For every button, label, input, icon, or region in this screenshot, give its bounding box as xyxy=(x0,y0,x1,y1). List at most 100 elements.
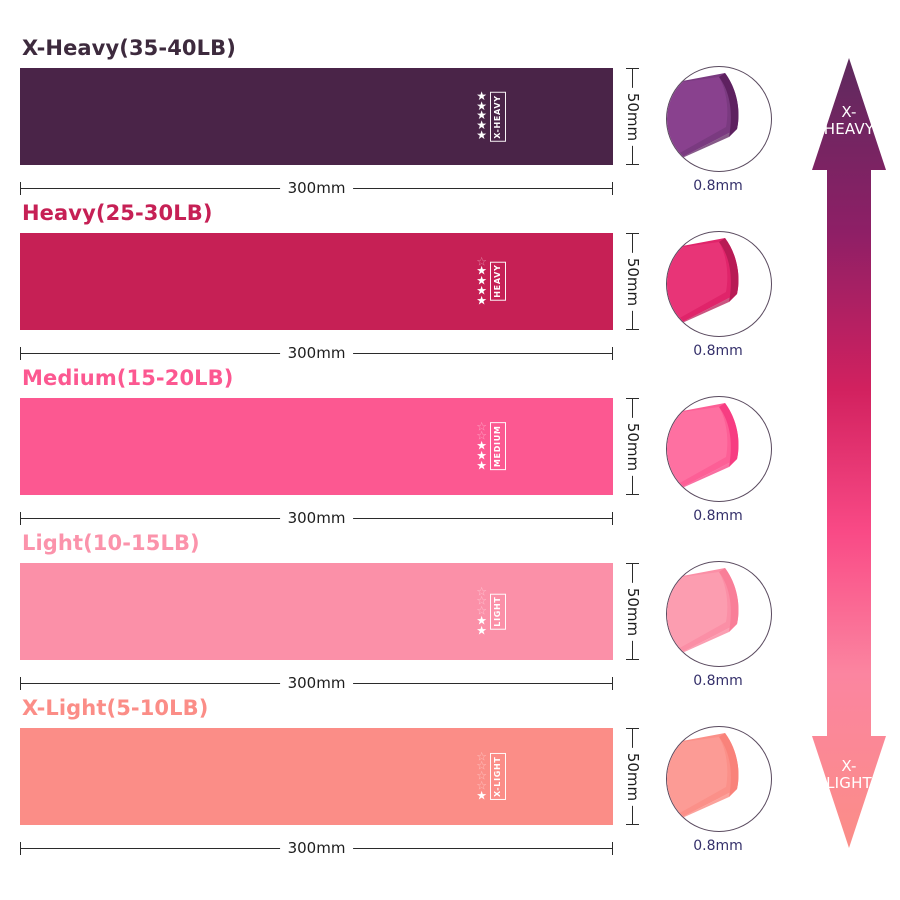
star-filled-icon: ★ xyxy=(476,438,487,453)
star-rating: ☆ ☆ ☆ ☆ ★ xyxy=(476,748,487,801)
band-title: X-Heavy(35-40LB) xyxy=(22,36,236,60)
star-filled-icon: ★ xyxy=(476,98,487,113)
dimension-cap-left xyxy=(20,512,21,525)
star-filled-icon: ★ xyxy=(476,623,487,638)
length-dimension: 300mm xyxy=(20,343,613,363)
star-filled-icon: ★ xyxy=(476,448,487,463)
grade-tag: LIGHT xyxy=(490,593,506,630)
band-title: Medium(15-20LB) xyxy=(22,366,234,390)
dimension-cap-top xyxy=(626,233,639,234)
dimension-cap-left xyxy=(20,677,21,690)
star-rating: ☆ ★ ★ ★ ★ xyxy=(476,253,487,306)
arrow-top-label: X- HEAVY xyxy=(812,104,886,138)
band-strip: ☆ ☆ ☆ ★ ★ LIGHT xyxy=(20,563,613,660)
dimension-cap-bottom xyxy=(626,824,639,825)
band-emblem: ☆ ☆ ☆ ☆ ★ X-LIGHT xyxy=(476,748,506,801)
dimension-cap-bottom xyxy=(626,494,639,495)
star-empty-icon: ☆ xyxy=(476,593,487,608)
band-title: Heavy(25-30LB) xyxy=(22,201,213,225)
length-dimension: 300mm xyxy=(20,178,613,198)
band-strip: ☆ ☆ ☆ ☆ ★ X-LIGHT xyxy=(20,728,613,825)
dimension-cap-right xyxy=(612,182,613,195)
band-title: Light(10-15LB) xyxy=(22,531,200,555)
star-filled-icon: ★ xyxy=(476,128,487,143)
star-filled-icon: ★ xyxy=(476,88,487,103)
thickness-detail-circle xyxy=(666,66,772,172)
width-dimension: 50mm xyxy=(622,68,644,165)
dimension-cap-left xyxy=(20,842,21,855)
thickness-detail-circle xyxy=(666,231,772,337)
star-empty-icon: ☆ xyxy=(476,603,487,618)
dimension-cap-top xyxy=(626,728,639,729)
dimension-cap-left xyxy=(20,182,21,195)
star-empty-icon: ☆ xyxy=(476,768,487,783)
star-rating: ★ ★ ★ ★ ★ xyxy=(476,88,487,143)
dimension-cap-top xyxy=(626,398,639,399)
dimension-cap-right xyxy=(612,347,613,360)
folded-band-illustration xyxy=(667,238,739,328)
band-emblem: ★ ★ ★ ★ ★ X-HEAVY xyxy=(476,88,506,143)
star-empty-icon: ☆ xyxy=(476,253,487,268)
dimension-cap-bottom xyxy=(626,329,639,330)
dimension-cap-right xyxy=(612,842,613,855)
star-filled-icon: ★ xyxy=(476,118,487,133)
star-empty-icon: ☆ xyxy=(476,428,487,443)
band-strip: ☆ ★ ★ ★ ★ HEAVY xyxy=(20,233,613,330)
thickness-detail-circle xyxy=(666,561,772,667)
width-dimension: 50mm xyxy=(622,728,644,825)
width-dimension-label: 50mm xyxy=(624,417,642,476)
length-dimension-label: 300mm xyxy=(279,178,354,198)
dimension-cap-top xyxy=(626,68,639,69)
width-dimension-label: 50mm xyxy=(624,747,642,806)
star-filled-icon: ★ xyxy=(476,273,487,288)
star-filled-icon: ★ xyxy=(476,283,487,298)
dimension-cap-bottom xyxy=(626,164,639,165)
dimension-cap-right xyxy=(612,512,613,525)
star-empty-icon: ☆ xyxy=(476,583,487,598)
gradient-arrow-shape xyxy=(812,58,886,848)
band-emblem: ☆ ☆ ☆ ★ ★ LIGHT xyxy=(476,583,506,638)
thickness-label: 0.8mm xyxy=(693,178,743,194)
length-dimension: 300mm xyxy=(20,508,613,528)
band-emblem: ☆ ★ ★ ★ ★ HEAVY xyxy=(476,253,506,306)
thickness-label: 0.8mm xyxy=(693,508,743,524)
length-dimension-label: 300mm xyxy=(279,343,354,363)
arrow-top-label-line1: X- xyxy=(841,103,857,121)
thickness-detail-circle xyxy=(666,726,772,832)
resistance-gradient-arrow: X- HEAVY X- LIGHT xyxy=(812,58,886,848)
width-dimension-label: 50mm xyxy=(624,582,642,641)
grade-tag: X-HEAVY xyxy=(490,91,506,142)
grade-tag: X-LIGHT xyxy=(490,753,506,800)
length-dimension-label: 300mm xyxy=(279,838,354,858)
length-dimension-label: 300mm xyxy=(279,673,354,693)
band-strip: ★ ★ ★ ★ ★ X-HEAVY xyxy=(20,68,613,165)
thickness-detail-circle xyxy=(666,396,772,502)
length-dimension-label: 300mm xyxy=(279,508,354,528)
arrow-bottom-label: X- LIGHT xyxy=(812,758,886,792)
star-filled-icon: ★ xyxy=(476,613,487,628)
star-empty-icon: ☆ xyxy=(476,418,487,433)
width-dimension: 50mm xyxy=(622,233,644,330)
arrow-bottom-label-line1: X- xyxy=(841,757,857,775)
star-empty-icon: ☆ xyxy=(476,758,487,773)
thickness-label: 0.8mm xyxy=(693,838,743,854)
length-dimension: 300mm xyxy=(20,673,613,693)
width-dimension-label: 50mm xyxy=(624,87,642,146)
width-dimension: 50mm xyxy=(622,563,644,660)
arrow-bottom-label-line2: LIGHT xyxy=(826,773,872,792)
width-dimension: 50mm xyxy=(622,398,644,495)
star-empty-icon: ☆ xyxy=(476,778,487,793)
band-title: X-Light(5-10LB) xyxy=(22,696,209,720)
grade-tag: HEAVY xyxy=(490,261,506,302)
dimension-cap-bottom xyxy=(626,659,639,660)
width-dimension-label: 50mm xyxy=(624,252,642,311)
length-dimension: 300mm xyxy=(20,838,613,858)
arrow-top-label-line2: HEAVY xyxy=(823,119,875,138)
star-empty-icon: ☆ xyxy=(476,748,487,763)
folded-band-illustration xyxy=(667,568,739,658)
star-rating: ☆ ☆ ☆ ★ ★ xyxy=(476,583,487,638)
band-emblem: ☆ ☆ ★ ★ ★ MEDIUM xyxy=(476,418,506,471)
star-filled-icon: ★ xyxy=(476,263,487,278)
thickness-label: 0.8mm xyxy=(693,343,743,359)
